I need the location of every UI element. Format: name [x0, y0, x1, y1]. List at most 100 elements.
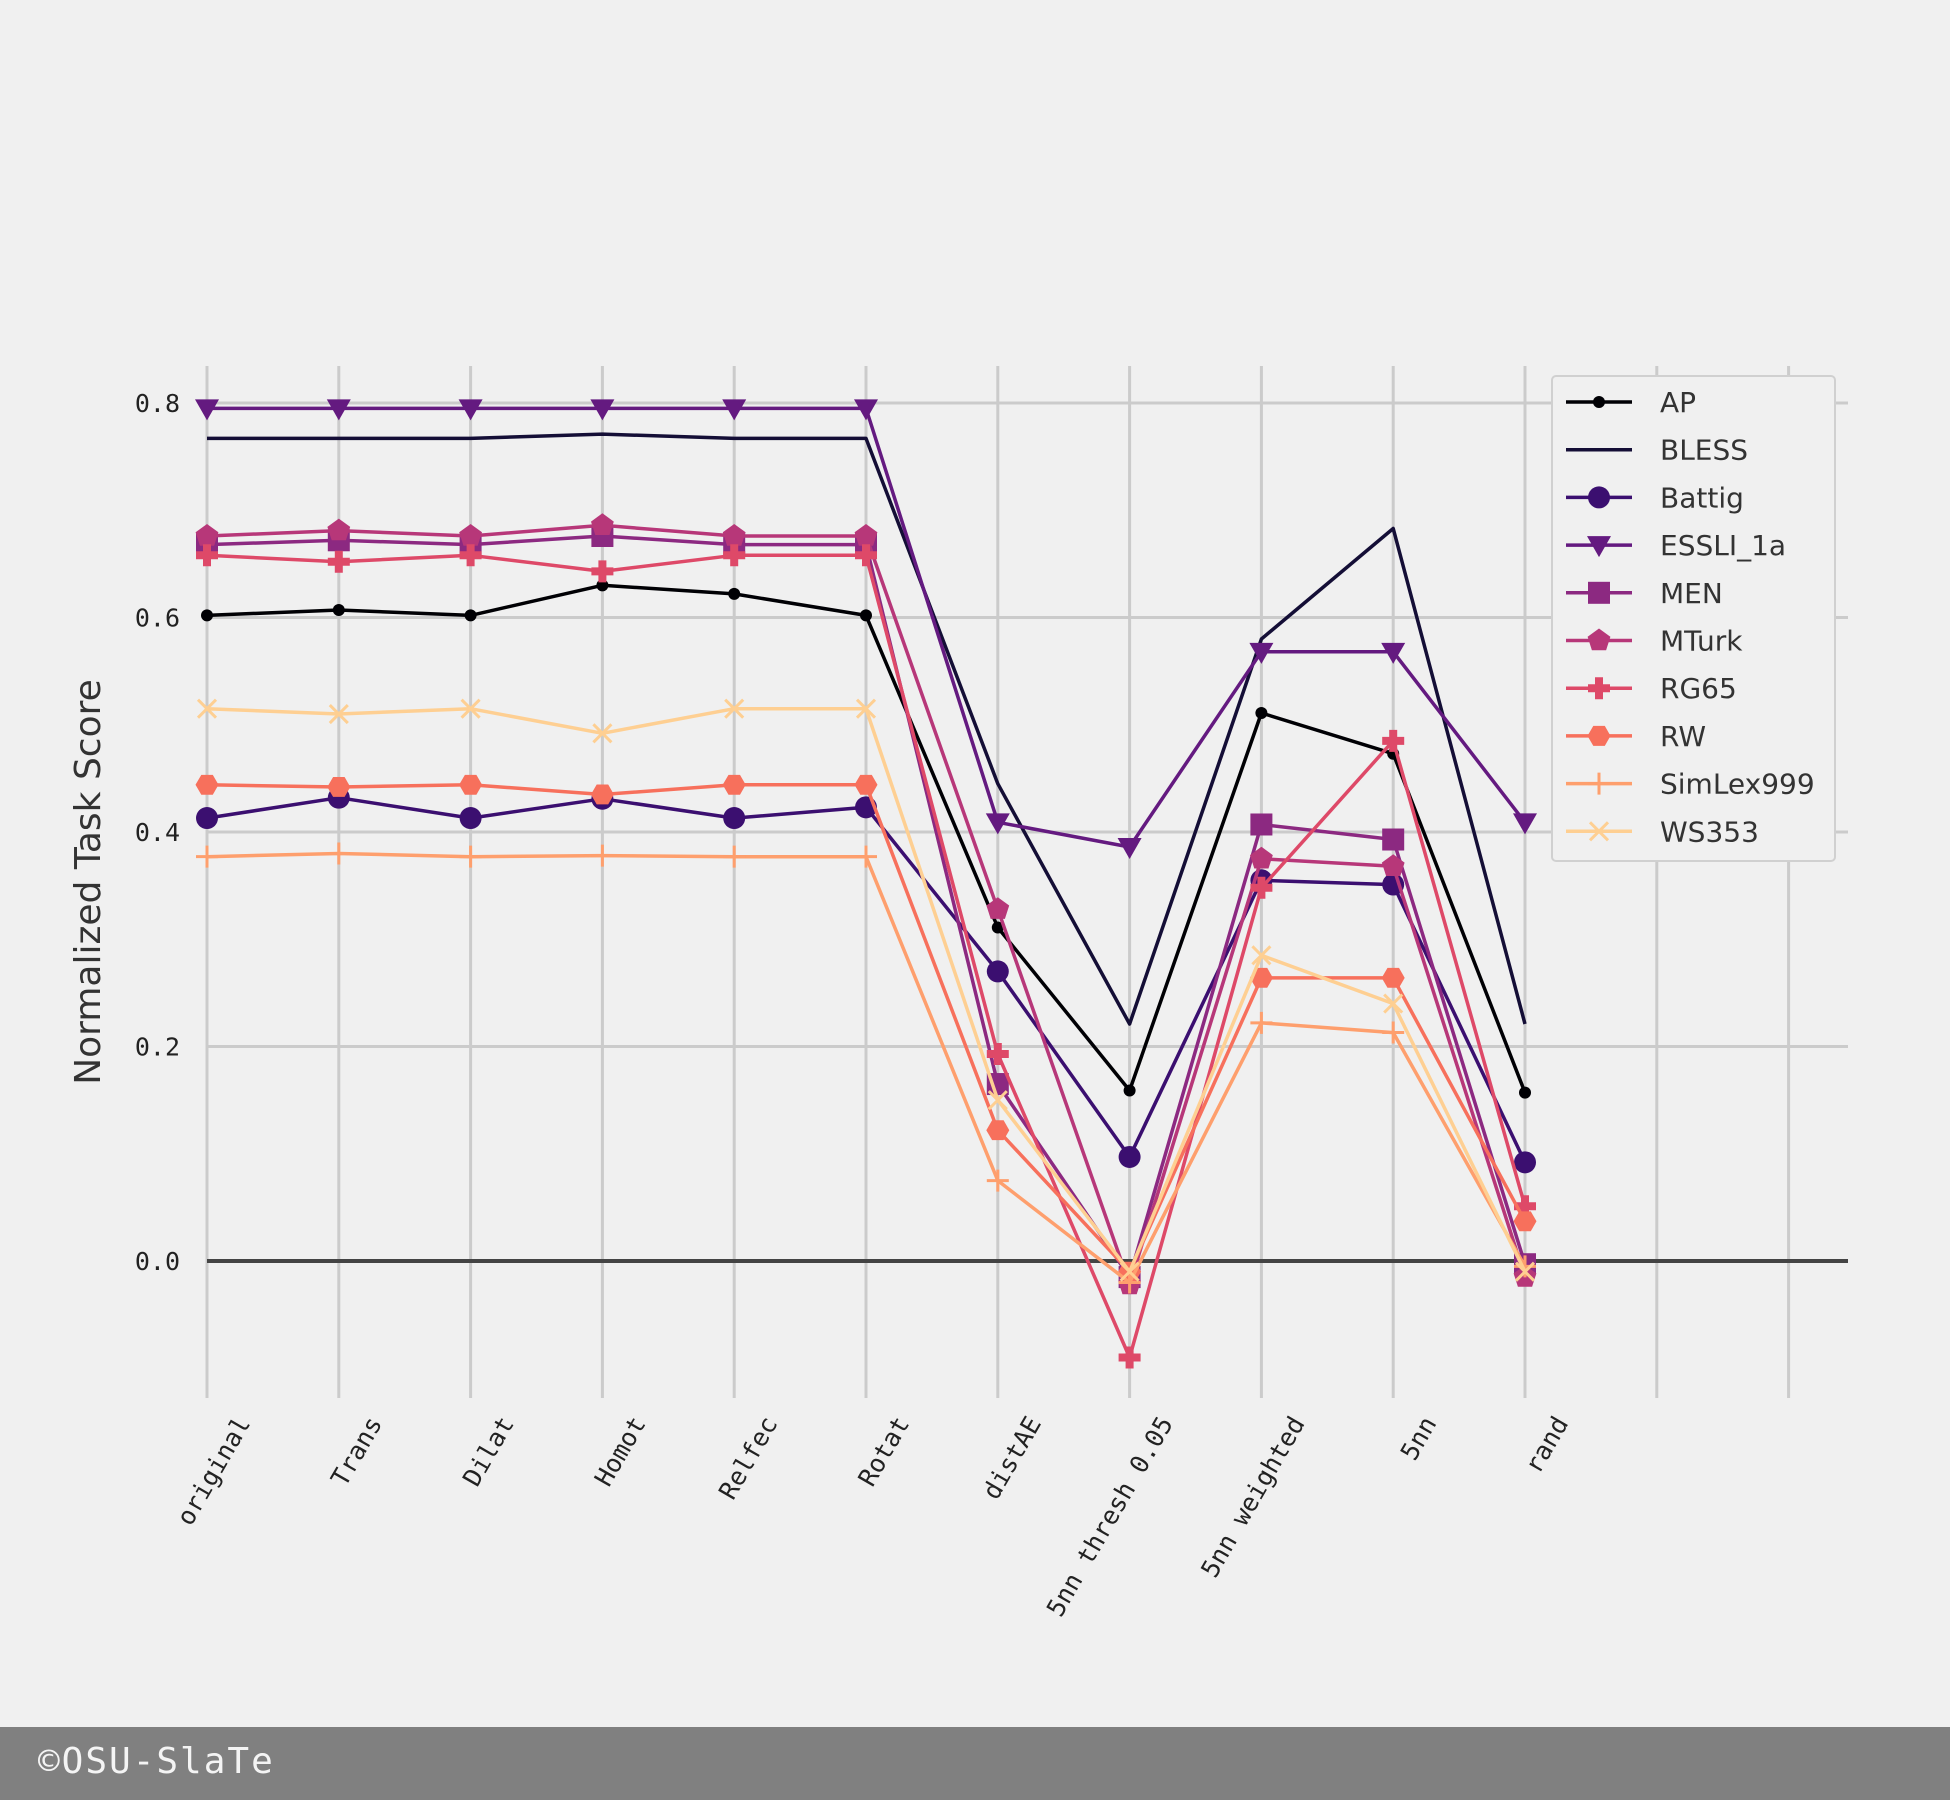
series-rg65 [196, 544, 1536, 1369]
legend-item: MTurk [1566, 625, 1743, 658]
data-point [1383, 993, 1404, 1014]
data-point [591, 844, 614, 867]
x-tick-label: Dilat [457, 1412, 520, 1492]
series-rw [195, 774, 1537, 1282]
data-point [328, 703, 349, 725]
legend-item: MEN [1566, 577, 1723, 610]
data-point [459, 524, 482, 546]
data-point [1381, 967, 1405, 988]
data-point [1118, 1271, 1141, 1294]
legend-marker [1588, 486, 1610, 509]
data-point [723, 845, 746, 868]
data-point [460, 698, 481, 719]
data-point [1382, 729, 1405, 752]
data-point [332, 603, 345, 616]
series-bless [207, 432, 1527, 1026]
data-point [1514, 1195, 1536, 1218]
series-ws353 [196, 698, 1536, 1282]
legend-label: AP [1660, 386, 1696, 419]
data-point [458, 399, 483, 421]
series-essli_1a [195, 399, 1537, 860]
legend-label: BLESS [1660, 434, 1748, 467]
data-point [986, 1120, 1010, 1141]
legend-label: MTurk [1660, 625, 1743, 658]
data-point [1250, 846, 1273, 869]
data-point [195, 774, 219, 795]
legend-marker [1588, 581, 1610, 604]
data-point [195, 524, 219, 546]
data-point [1250, 813, 1273, 836]
x-tick-label: 5nn weighted [1195, 1412, 1310, 1583]
series-line [207, 432, 1527, 1026]
data-point [590, 399, 615, 421]
x-tick-label: Homot [589, 1412, 652, 1492]
data-point [326, 399, 351, 421]
data-point [1118, 1346, 1141, 1369]
y-tick-label: 0.8 [135, 389, 180, 418]
data-point [986, 1169, 1009, 1192]
data-point [1519, 1086, 1531, 1099]
data-point [592, 723, 613, 744]
data-point [722, 774, 746, 795]
y-tick-label: 0.4 [135, 818, 180, 847]
data-point [1514, 1261, 1536, 1282]
copyright-text: ©OSU-SlaTe [38, 1741, 275, 1782]
data-point [1123, 1084, 1136, 1097]
data-point [987, 1090, 1008, 1111]
data-point [1249, 642, 1274, 664]
legend-marker [1593, 396, 1605, 408]
legend-label: WS353 [1660, 815, 1759, 848]
data-point [855, 544, 877, 567]
data-point [1251, 945, 1272, 966]
data-point [1117, 838, 1142, 860]
legend-marker [1588, 821, 1610, 842]
data-point [327, 777, 351, 797]
line-chart: 0.0 0.2 0.4 0.6 0.8 original Trans Dilat Homot R… [68, 366, 1848, 1622]
legend-label: RG65 [1660, 672, 1737, 705]
data-point [327, 518, 351, 541]
data-point [728, 587, 741, 600]
data-point [723, 807, 746, 830]
data-point [196, 807, 218, 830]
legend-label: MEN [1660, 577, 1723, 610]
legend-item: Battig [1566, 481, 1744, 514]
x-axis-ticks: original Trans Dilat Homot Relfec Rotat distAE… [171, 1412, 1574, 1622]
series-mturk [195, 513, 1537, 1295]
data-point [860, 609, 872, 622]
data-point [591, 560, 614, 583]
data-point [1119, 1261, 1140, 1282]
data-point [1381, 854, 1405, 876]
legend-marker [1587, 628, 1611, 651]
data-point [854, 399, 878, 421]
data-point [854, 774, 878, 795]
data-point [1382, 1021, 1405, 1044]
y-tick-label: 0.6 [135, 604, 180, 633]
y-axis-label: Normalized Task Score [68, 679, 109, 1085]
legend-item: RG65 [1566, 672, 1737, 705]
data-point [724, 698, 745, 719]
data-point [855, 845, 877, 868]
data-point [722, 524, 746, 546]
legend-item: ESSLI_1a [1566, 529, 1786, 562]
data-point [464, 609, 477, 622]
legend-item: SimLex999 [1566, 768, 1815, 801]
data-point [590, 784, 614, 805]
data-point [986, 1043, 1009, 1066]
data-point [1250, 1011, 1273, 1034]
data-point [1250, 876, 1273, 899]
legend-label: ESSLI_1a [1660, 529, 1786, 562]
data-point [854, 524, 878, 546]
y-tick-label: 0.2 [135, 1033, 180, 1062]
data-point [723, 544, 746, 567]
data-point [1514, 1151, 1536, 1174]
legend-item: RW [1566, 720, 1706, 753]
x-tick-label: Rotat [852, 1412, 915, 1492]
data-point [459, 544, 482, 567]
legend-marker [1587, 536, 1611, 558]
data-point [1513, 813, 1537, 835]
data-point [195, 399, 219, 421]
data-point [986, 897, 1010, 919]
series-layer [195, 399, 1537, 1369]
footer-bar: ©OSU-SlaTe [0, 1727, 1950, 1800]
x-tick-label: original [171, 1412, 256, 1531]
